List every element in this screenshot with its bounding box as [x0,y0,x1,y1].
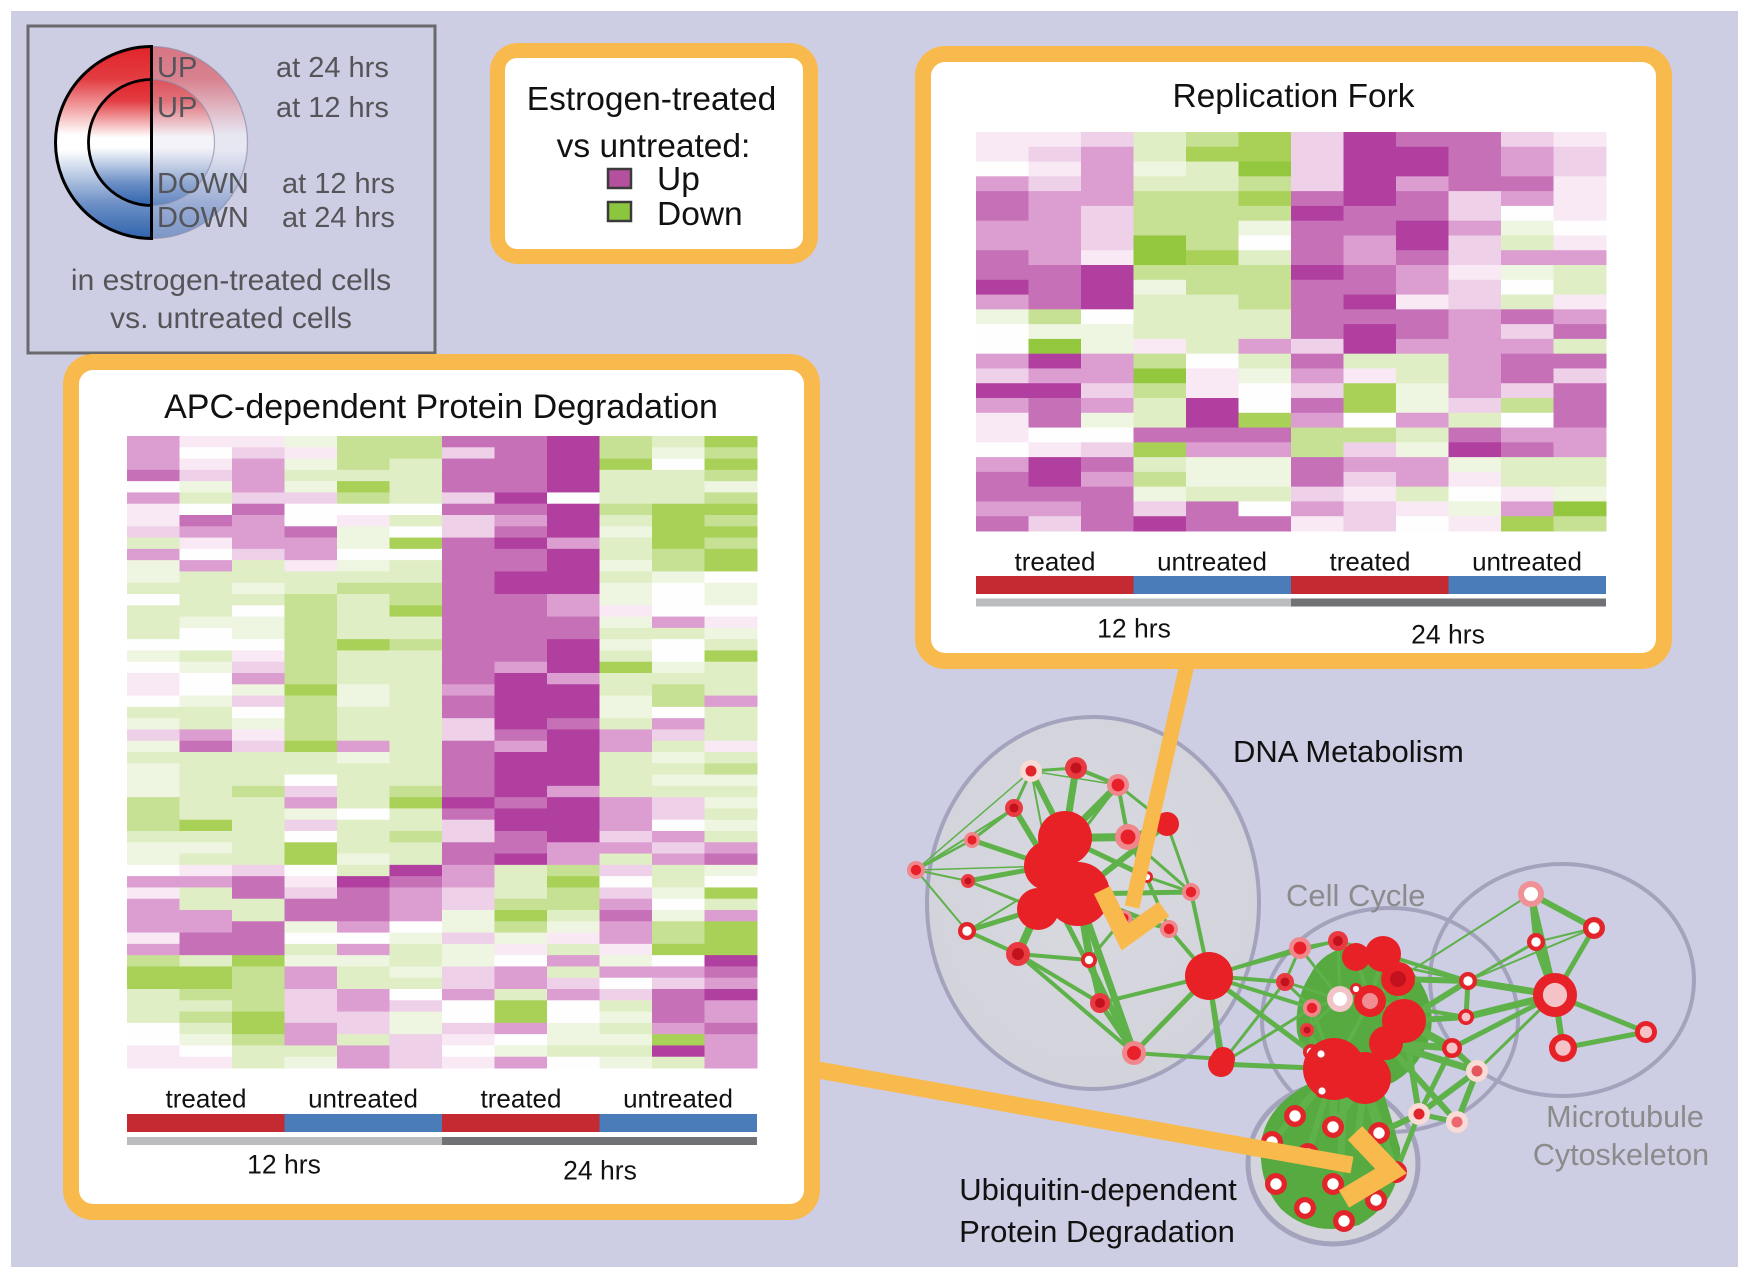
svg-text:Protein Degradation: Protein Degradation [959,1214,1235,1249]
svg-text:Microtubule: Microtubule [1546,1100,1704,1134]
svg-text:treated: treated [1330,547,1411,577]
svg-text:untreated: untreated [623,1084,733,1114]
svg-text:Cytoskeleton: Cytoskeleton [1533,1138,1709,1172]
svg-text:treated: treated [166,1084,247,1114]
svg-text:12 hrs: 12 hrs [247,1150,321,1180]
svg-text:DNA Metabolism: DNA Metabolism [1233,734,1464,769]
svg-text:at 12 hrs: at 12 hrs [276,92,389,124]
svg-text:APC-dependent Protein Degradat: APC-dependent Protein Degradation [164,388,718,426]
svg-text:Cell Cycle: Cell Cycle [1286,878,1426,913]
svg-text:in estrogen-treated cells: in estrogen-treated cells [71,264,391,297]
svg-text:24 hrs: 24 hrs [1411,620,1485,650]
svg-text:DOWN: DOWN [157,202,249,234]
svg-text:untreated: untreated [1472,547,1582,577]
svg-text:at 24 hrs: at 24 hrs [282,202,395,234]
svg-text:12 hrs: 12 hrs [1097,614,1171,644]
svg-text:Down: Down [657,196,743,233]
svg-text:vs untreated:: vs untreated: [557,128,751,165]
svg-text:Estrogen-treated: Estrogen-treated [527,81,777,118]
svg-text:Replication Fork: Replication Fork [1172,78,1414,115]
svg-text:untreated: untreated [308,1084,418,1114]
svg-text:at 24 hrs: at 24 hrs [276,52,389,84]
svg-text:DOWN: DOWN [157,168,249,200]
svg-text:at 12 hrs: at 12 hrs [282,168,395,200]
svg-text:Up: Up [657,161,700,198]
svg-text:Ubiquitin-dependent: Ubiquitin-dependent [959,1172,1237,1207]
svg-text:treated: treated [1015,547,1096,577]
svg-text:untreated: untreated [1157,547,1267,577]
svg-text:treated: treated [481,1084,562,1114]
svg-text:UP: UP [157,92,197,124]
svg-text:24 hrs: 24 hrs [563,1156,637,1186]
svg-text:vs. untreated cells: vs. untreated cells [110,302,352,335]
svg-text:UP: UP [157,52,197,84]
